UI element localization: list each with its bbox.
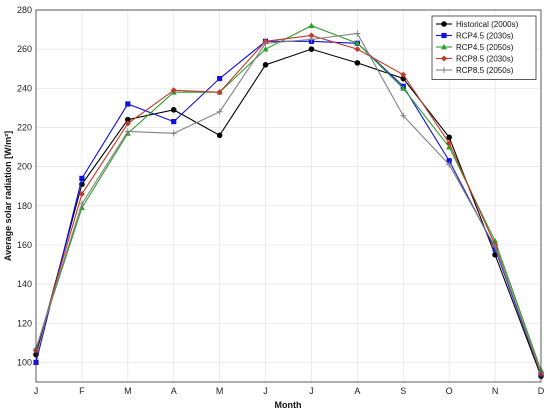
data-point xyxy=(446,140,453,147)
legend-item: RCP8.5 (2050s) xyxy=(436,66,514,75)
data-point xyxy=(125,101,131,107)
y-axis-ticks: 100 120 140 160 180 200 220 240 260 280 xyxy=(17,5,32,367)
x-tick-label: J xyxy=(263,386,268,396)
x-tick-label: M xyxy=(124,386,132,396)
legend-label: RCP4.5 (2030s) xyxy=(456,32,514,41)
y-tick-label: 220 xyxy=(17,122,32,132)
data-point xyxy=(446,143,453,150)
y-tick-label: 260 xyxy=(17,44,32,54)
data-point xyxy=(170,107,177,113)
legend-marker xyxy=(441,67,447,73)
data-point xyxy=(492,243,499,250)
data-point xyxy=(216,89,223,96)
x-tick-label: J xyxy=(34,386,39,396)
legend-marker xyxy=(441,55,447,62)
data-point xyxy=(262,40,269,47)
data-point xyxy=(308,22,315,29)
y-tick-label: 200 xyxy=(17,162,32,172)
data-point xyxy=(170,130,177,137)
y-tick-label: 140 xyxy=(17,279,32,289)
y-tick-label: 240 xyxy=(17,83,32,93)
data-point xyxy=(78,191,85,198)
data-point xyxy=(216,108,223,115)
legend: Historical (2000s) RCP4.5 (2030s) RCP4.5 (… xyxy=(431,15,537,80)
series-line xyxy=(35,25,542,371)
x-tick-label: F xyxy=(79,386,85,396)
x-tick-label: N xyxy=(492,386,499,396)
series-layer xyxy=(33,22,544,379)
data-point xyxy=(354,40,361,46)
legend-item: RCP8.5 (2030s) xyxy=(436,55,514,64)
series-line xyxy=(35,32,542,373)
y-tick-label: 160 xyxy=(17,240,32,250)
data-point xyxy=(446,161,453,168)
x-tick-label: M xyxy=(216,386,224,396)
data-point xyxy=(262,62,269,68)
data-point xyxy=(217,75,223,82)
data-point xyxy=(446,134,452,141)
legend-marker xyxy=(441,32,447,39)
legend-marker xyxy=(441,43,447,50)
data-point xyxy=(124,120,131,127)
x-tick-label: S xyxy=(400,386,406,396)
legend-item: RCP4.5 (2050s) xyxy=(436,43,514,52)
x-axis-title: Month xyxy=(275,400,302,410)
legend-label: Historical (2000s) xyxy=(456,20,519,29)
data-point xyxy=(124,128,131,135)
series-line xyxy=(35,48,542,377)
data-point xyxy=(78,200,85,207)
data-point xyxy=(400,71,407,78)
y-tick-label: 100 xyxy=(17,357,32,367)
x-tick-label: O xyxy=(446,386,453,396)
legend-label: RCP4.5 (2050s) xyxy=(456,43,514,52)
data-point xyxy=(446,158,452,164)
data-point xyxy=(216,132,223,139)
data-point xyxy=(308,36,315,43)
x-tick-label: A xyxy=(171,386,177,396)
x-tick-label: D xyxy=(538,386,545,396)
data-point xyxy=(262,45,269,52)
series-1 xyxy=(33,46,544,379)
data-point xyxy=(170,87,177,94)
series-line xyxy=(35,34,542,375)
data-point xyxy=(354,30,361,37)
plot-frame xyxy=(35,9,542,383)
y-tick-label: 120 xyxy=(17,318,32,328)
y-axis-title: Average solar radiation [W/m²] xyxy=(3,131,13,261)
data-point xyxy=(79,175,85,181)
data-point xyxy=(400,112,407,119)
data-point xyxy=(308,46,315,52)
y-tick-label: 280 xyxy=(17,5,32,15)
series-5 xyxy=(33,30,544,376)
data-point xyxy=(125,116,131,123)
data-point xyxy=(171,119,177,125)
legend-box xyxy=(431,15,537,80)
y-tick-label: 180 xyxy=(17,201,32,211)
legend-marker xyxy=(441,21,447,27)
data-point xyxy=(400,85,407,91)
legend-item: RCP4.5 (2030s) xyxy=(436,32,514,41)
x-tick-label: J xyxy=(309,386,314,396)
legend-label: RCP8.5 (2050s) xyxy=(456,66,514,75)
data-point xyxy=(354,60,361,66)
legend-item: Historical (2000s) xyxy=(436,20,519,29)
legend-label: RCP8.5 (2030s) xyxy=(456,55,514,64)
x-tick-label: A xyxy=(354,386,360,396)
data-point xyxy=(354,46,361,53)
data-point xyxy=(308,32,315,39)
